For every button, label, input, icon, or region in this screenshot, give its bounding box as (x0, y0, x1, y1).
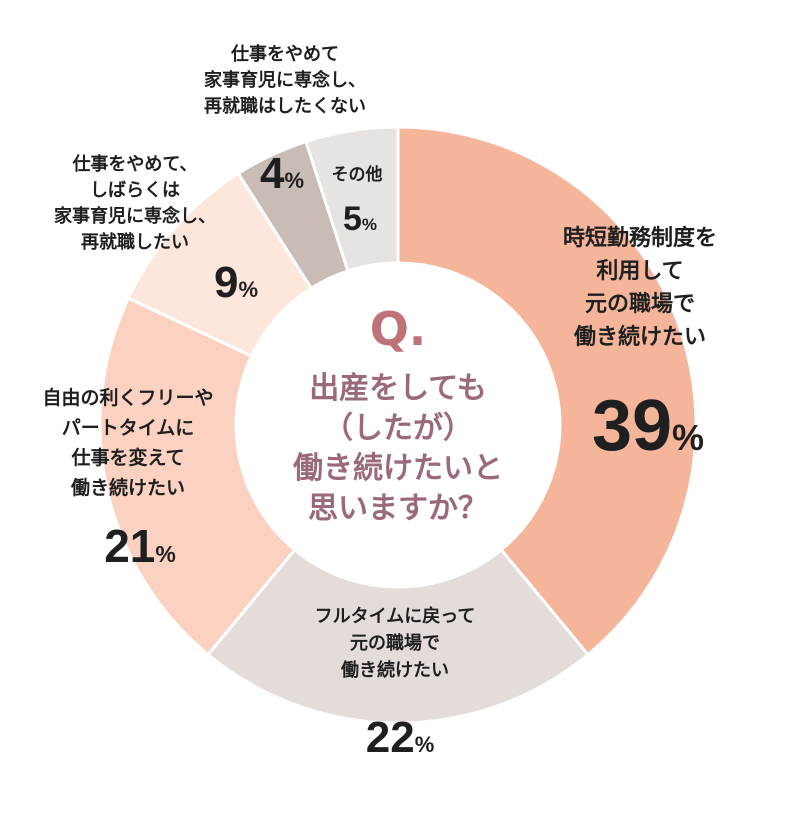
slice-value-label: 21% (104, 520, 176, 572)
slice-label-line: 家事育児に専念し、 (204, 69, 366, 91)
slice-value-label: 22% (366, 713, 435, 762)
question-line: 出産をしても (309, 371, 487, 406)
donut-hole (236, 263, 560, 587)
slice-label-line: 利用して (596, 259, 683, 284)
slice-label-line: 働き続けたい (340, 659, 449, 681)
slice-label-line: 家事育児に専念し、 (54, 205, 216, 227)
question-line: （したが） (323, 411, 473, 446)
slice-value-label: 9% (214, 258, 258, 307)
slice-value-label: 4% (260, 149, 304, 198)
slice-label-line: パートタイムに (62, 417, 195, 439)
slice-label-line: フルタイムに戻って (315, 605, 476, 627)
slice-label-line: 元の職場で (350, 632, 440, 654)
question-line: 働き続けたいと (292, 451, 503, 486)
slice-label-line: 仕事をやめて (230, 43, 339, 65)
slice-label-line: 自由の利くフリーや (42, 386, 213, 409)
question-mark: Q. (370, 302, 427, 356)
slice-label-line: 時短勤務制度を (563, 225, 717, 251)
slice-label-line: 元の職場で (585, 291, 695, 317)
slice-label-line: 働き続けたい (70, 476, 185, 499)
slice-label-line: 再就職はしたくない (204, 95, 366, 117)
slice-label-line: 再就職したい (81, 231, 189, 253)
slice-label-line: 働き続けたい (573, 324, 706, 350)
slice-value-label: 5% (343, 200, 377, 238)
slice-label-line: 仕事を変えて (70, 446, 184, 469)
slice-label-line: その他 (332, 164, 383, 185)
slice-label-line: しばらくは (90, 180, 180, 201)
question-line: 思いますか？ (308, 491, 488, 526)
slice-value-label: 39% (592, 386, 704, 466)
slice-label-line: 仕事をやめて、 (71, 153, 197, 175)
